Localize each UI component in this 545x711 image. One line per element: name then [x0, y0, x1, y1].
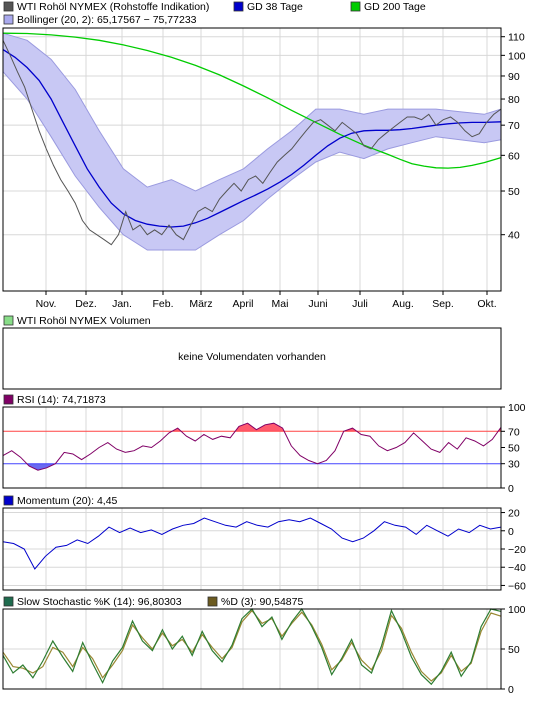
volume-message: keine Volumendaten vorhanden [178, 351, 326, 363]
month-label: Nov. [36, 298, 57, 310]
price-y-tick-label: 110 [508, 32, 525, 44]
stoch-y-tick-label: 100 [508, 604, 526, 616]
rsi-title: RSI (14): 74,71873 [17, 394, 106, 406]
momentum-title: Momentum (20): 4,45 [17, 495, 118, 507]
legend-price-swatch [3, 1, 14, 12]
momentum-y-tick-label: −40 [508, 562, 526, 574]
month-label: Aug. [392, 298, 414, 310]
price-y-tick-label: 80 [508, 94, 520, 106]
legend-price: WTI Rohöl NYMEX (Rohstoffe Indikation) [17, 1, 209, 13]
momentum-y-tick-label: 20 [508, 508, 520, 520]
month-label: Jan. [112, 298, 132, 310]
stoch-y-tick-label: 0 [508, 684, 514, 696]
volume-title: WTI Rohöl NYMEX Volumen [17, 315, 151, 327]
month-label: März [189, 298, 212, 310]
legend-gd200-swatch [350, 1, 361, 12]
gd38-line [2, 49, 502, 228]
volume-panel-frame [2, 327, 502, 390]
price-y-tick-label: 90 [508, 71, 520, 83]
month-label: Dez. [75, 298, 97, 310]
bollinger-band [3, 33, 501, 251]
month-label: Mai [272, 298, 289, 310]
legend-bollinger: Bollinger (20, 2): 65,17567 − 75,77233 [17, 14, 197, 26]
rsi-oversold-fill [26, 463, 56, 471]
price-panel-frame [2, 27, 502, 292]
rsi-y-tick-label: 100 [508, 402, 526, 414]
month-label: Sep. [432, 298, 454, 310]
month-label: Feb. [152, 298, 173, 310]
momentum-line [2, 517, 502, 570]
volume-title-swatch [3, 315, 14, 326]
labels-layer: 40 50 60 70 80 90 100 110 Nov. Dez. Jan. Feb. März Ap… [3, 1, 526, 696]
momentum-panel-frame [2, 507, 502, 591]
momentum-y-tick-label: 0 [508, 526, 514, 538]
stoch-d-line [2, 609, 502, 682]
month-label: April [232, 298, 253, 310]
legend-gd38: GD 38 Tage [247, 1, 303, 13]
price-y-tick-label: 60 [508, 150, 520, 162]
rsi-y-tick-label: 70 [508, 426, 520, 438]
price-y-tick-label: 100 [508, 50, 526, 62]
price-y-tick-label: 40 [508, 230, 520, 242]
stoch-k-title-swatch [3, 596, 14, 607]
rsi-overbought-fill [171, 423, 501, 432]
month-label: Okt. [477, 298, 496, 310]
rsi-panel-frame [2, 406, 502, 489]
stoch-d-title-swatch [207, 596, 218, 607]
legend-gd38-swatch [233, 1, 244, 12]
price-y-tick-label: 70 [508, 120, 520, 132]
bollinger-band-layer [2, 32, 502, 471]
month-label: Juni [308, 298, 327, 310]
momentum-y-tick-label: −20 [508, 544, 526, 556]
stoch-panel-frame [2, 608, 502, 690]
gd200-line [2, 32, 502, 169]
legend-gd200: GD 200 Tage [364, 1, 426, 13]
price-y-tick-label: 50 [508, 186, 520, 198]
stoch-y-tick-label: 50 [508, 644, 520, 656]
rsi-y-tick-label: 30 [508, 459, 520, 471]
momentum-y-tick-label: −60 [508, 580, 526, 592]
bollinger-lower-line [2, 71, 502, 251]
price-line [2, 40, 502, 246]
stoch-d-title: %D (3): 90,54875 [221, 596, 303, 608]
rsi-y-tick-label: 0 [508, 483, 514, 495]
stoch-k-title: Slow Stochastic %K (14): 96,80303 [17, 596, 182, 608]
month-label: Juli [352, 298, 368, 310]
rsi-line [2, 422, 502, 471]
panel-frames [2, 27, 505, 690]
bollinger-upper-line [2, 32, 502, 192]
rsi-y-tick-label: 50 [508, 443, 520, 455]
rsi-title-swatch [3, 394, 14, 405]
legend-bollinger-swatch [3, 14, 14, 25]
momentum-title-swatch [3, 495, 14, 506]
